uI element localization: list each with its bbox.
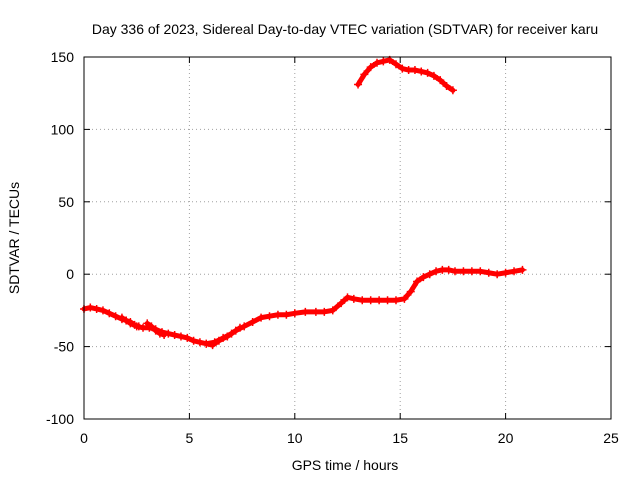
data-point — [160, 331, 169, 340]
plot-frame — [83, 56, 612, 420]
data-point — [248, 317, 257, 326]
data-point — [459, 267, 468, 276]
y-tick-label: 150 — [51, 49, 75, 65]
data-point — [366, 63, 375, 72]
data-point — [358, 296, 367, 305]
data-point — [518, 265, 527, 274]
data-point — [235, 323, 244, 332]
data-point — [111, 312, 120, 321]
data-point — [147, 322, 156, 331]
data-point — [265, 312, 274, 321]
data-point — [282, 310, 291, 319]
data-point — [419, 273, 428, 282]
data-point — [273, 310, 282, 319]
data-point — [379, 57, 388, 66]
data-point — [444, 265, 453, 274]
data-point — [195, 338, 204, 347]
data-point — [366, 296, 375, 305]
data-point — [360, 70, 369, 79]
data-point — [425, 270, 434, 279]
x-tick-label: 0 — [80, 430, 88, 446]
data-layer — [80, 55, 527, 350]
data-point — [354, 80, 363, 89]
data-point — [493, 270, 502, 279]
data-point — [183, 333, 192, 342]
data-point — [126, 317, 135, 326]
data-point — [501, 268, 510, 277]
data-point — [92, 304, 101, 313]
y-tick-label: 0 — [66, 266, 74, 282]
data-point — [86, 303, 95, 312]
data-point — [98, 306, 107, 315]
data-point — [105, 309, 114, 318]
tick-layer: 0 5 10 15 20 25 -100 -50 0 50 100 150 — [46, 49, 619, 446]
data-point — [202, 339, 211, 348]
data-point — [328, 306, 337, 315]
data-point — [429, 71, 438, 80]
data-point — [122, 316, 131, 325]
data-point — [301, 307, 310, 316]
data-point — [413, 277, 422, 286]
y-axis-label: SDTVAR / TECUs — [6, 182, 22, 294]
data-point — [290, 309, 299, 318]
data-point — [227, 329, 236, 338]
x-axis-label: GPS time / hours — [292, 457, 399, 473]
y-tick-label: 50 — [58, 194, 74, 210]
data-point — [311, 307, 320, 316]
data-point — [373, 58, 382, 67]
data-point — [343, 293, 352, 302]
data-point — [117, 313, 126, 322]
data-point — [155, 329, 164, 338]
data-point — [383, 296, 392, 305]
y-tick-label: 100 — [51, 121, 75, 137]
data-point — [423, 68, 432, 77]
data-point — [410, 66, 419, 75]
x-tick-label: 20 — [498, 430, 514, 446]
chart-title: Day 336 of 2023, Sidereal Day-to-day VTE… — [92, 21, 598, 37]
x-tick-label: 15 — [392, 430, 408, 446]
y-tick-label: -100 — [46, 411, 74, 427]
data-point — [375, 296, 384, 305]
y-tick-label: -50 — [54, 339, 74, 355]
data-point — [391, 60, 400, 69]
data-point — [134, 322, 143, 331]
data-point — [151, 326, 160, 335]
data-point — [130, 320, 139, 329]
data-point — [189, 336, 198, 345]
data-point — [170, 331, 179, 340]
data-point — [391, 296, 400, 305]
grid-layer — [84, 57, 611, 419]
data-point — [484, 268, 493, 277]
data-point — [257, 313, 266, 322]
data-point — [320, 307, 329, 316]
data-point — [349, 294, 358, 303]
data-point — [467, 267, 476, 276]
x-tick-label: 10 — [287, 430, 303, 446]
data-point — [219, 333, 228, 342]
data-point — [476, 267, 485, 276]
data-point — [143, 319, 152, 328]
data-point — [406, 287, 415, 296]
data-point — [510, 267, 519, 276]
data-point — [176, 332, 185, 341]
series-trace-main — [81, 267, 525, 348]
x-tick-label: 5 — [186, 430, 194, 446]
data-point — [442, 81, 451, 90]
x-tick-label: 25 — [603, 430, 619, 446]
data-point — [337, 299, 346, 308]
data-point — [400, 294, 409, 303]
data-point — [210, 338, 219, 347]
data-point — [398, 64, 407, 73]
series-trace-arc — [355, 57, 456, 93]
data-point — [451, 267, 460, 276]
data-point — [417, 67, 426, 76]
data-point — [432, 267, 441, 276]
data-point — [448, 86, 457, 95]
data-point — [436, 76, 445, 85]
